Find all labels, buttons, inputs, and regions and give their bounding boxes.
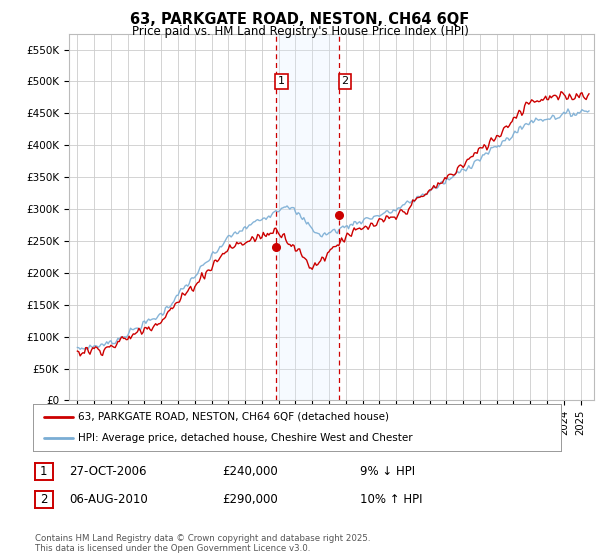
Text: 2: 2 (40, 493, 47, 506)
Text: Contains HM Land Registry data © Crown copyright and database right 2025.
This d: Contains HM Land Registry data © Crown c… (35, 534, 370, 553)
Text: 63, PARKGATE ROAD, NESTON, CH64 6QF (detached house): 63, PARKGATE ROAD, NESTON, CH64 6QF (det… (78, 412, 389, 422)
Text: 1: 1 (40, 465, 47, 478)
Text: 06-AUG-2010: 06-AUG-2010 (69, 493, 148, 506)
Text: 10% ↑ HPI: 10% ↑ HPI (360, 493, 422, 506)
Bar (275, 34, 339, 400)
Text: £240,000: £240,000 (222, 465, 278, 478)
Text: 2: 2 (341, 77, 349, 86)
Text: £290,000: £290,000 (222, 493, 278, 506)
Text: 63, PARKGATE ROAD, NESTON, CH64 6QF: 63, PARKGATE ROAD, NESTON, CH64 6QF (130, 12, 470, 27)
Text: Price paid vs. HM Land Registry's House Price Index (HPI): Price paid vs. HM Land Registry's House … (131, 25, 469, 38)
Text: HPI: Average price, detached house, Cheshire West and Chester: HPI: Average price, detached house, Ches… (78, 433, 413, 444)
Text: 9% ↓ HPI: 9% ↓ HPI (360, 465, 415, 478)
Text: 27-OCT-2006: 27-OCT-2006 (69, 465, 146, 478)
Text: 1: 1 (278, 77, 285, 86)
